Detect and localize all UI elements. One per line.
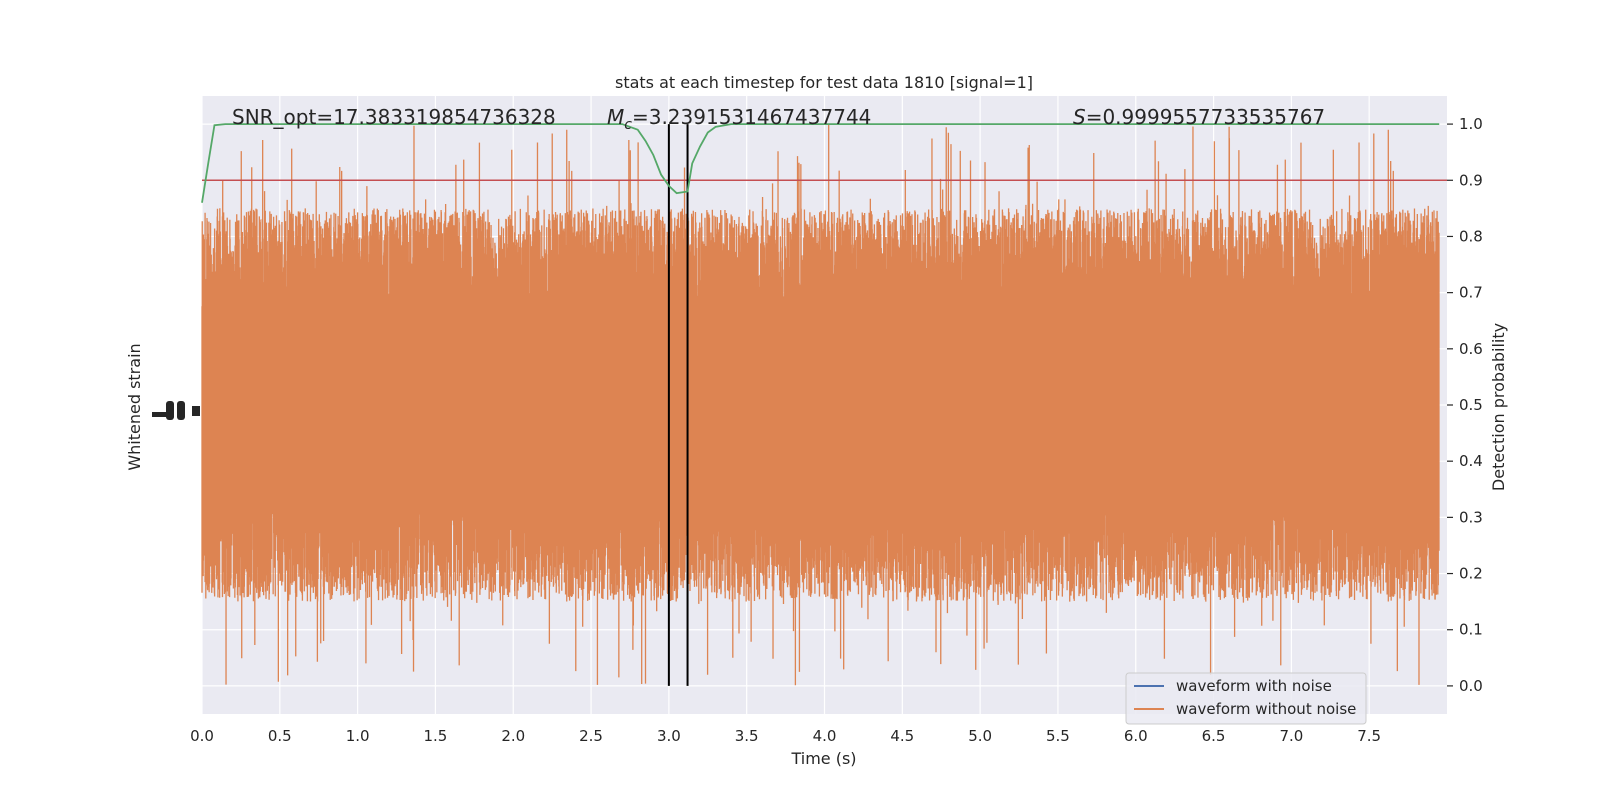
x-tick-label: 7.5 — [1357, 727, 1381, 745]
significance-annotation: S=0.9999557733535767 — [1073, 105, 1325, 129]
x-tick-label: 4.5 — [890, 727, 914, 745]
chirp-mass-annotation: Mc=3.2391531467437744 — [607, 105, 871, 133]
x-tick-label: 6.5 — [1202, 727, 1226, 745]
x-tick-label: 7.0 — [1279, 727, 1303, 745]
detection-probability-line — [201, 123, 1440, 203]
x-tick-label: 6.0 — [1124, 727, 1148, 745]
x-tick-label: 0.0 — [190, 727, 214, 745]
right-y-tick-label: 0.2 — [1459, 565, 1483, 583]
right-y-tick-label: 0.1 — [1459, 621, 1483, 639]
x-axis-title: Time (s) — [790, 749, 856, 768]
left-tick-artifact — [152, 401, 200, 420]
right-y-tick-label: 0.5 — [1459, 396, 1483, 414]
event-vlines — [667, 124, 689, 686]
right-y-tick-label: 1.0 — [1459, 115, 1483, 133]
legend-label-with-noise: waveform with noise — [1176, 677, 1332, 695]
x-tick-label: 5.5 — [1046, 727, 1070, 745]
x-tick-label: 2.0 — [501, 727, 525, 745]
waveform-without-noise-series — [201, 124, 1440, 686]
chart-title: stats at each timestep for test data 181… — [615, 73, 1033, 92]
left-y-axis-title: Whitened strain — [125, 343, 144, 470]
x-tick-labels: 0.0 0.5 1.0 1.5 2.0 2.5 3.0 3.5 4.0 4.5 5.0 5.5 6.0 6… — [190, 727, 1381, 745]
x-tick-label: 3.5 — [735, 727, 759, 745]
legend-box — [1125, 672, 1367, 725]
x-tick-label: 1.5 — [424, 727, 448, 745]
right-y-tick-label: 0.4 — [1459, 452, 1483, 470]
legend: waveform with noise waveform without noi… — [1125, 672, 1367, 725]
right-y-tick-label: 0.3 — [1459, 508, 1483, 526]
snr-annotation: SNR_opt=17.383319854736328 — [232, 105, 556, 129]
x-tick-label: 0.5 — [268, 727, 292, 745]
right-y-tick-label: 0.8 — [1459, 227, 1483, 245]
x-tick-label: 1.0 — [346, 727, 370, 745]
x-tick-label: 3.0 — [657, 727, 681, 745]
x-tick-label: 2.5 — [579, 727, 603, 745]
right-y-tick-label: 0.9 — [1459, 171, 1483, 189]
x-tick-label: 5.0 — [968, 727, 992, 745]
detection-probability-series — [201, 123, 1440, 203]
x-tick-label: 4.0 — [813, 727, 837, 745]
legend-label-without-noise: waveform without noise — [1176, 700, 1356, 718]
right-y-tick-labels: 0.0 0.1 0.2 0.3 0.4 0.5 0.6 0.7 0.8 0.9 1.0 — [1447, 115, 1483, 695]
right-y-tick-label: 0.7 — [1459, 284, 1483, 302]
right-y-tick-label: 0.6 — [1459, 340, 1483, 358]
right-y-tick-label: 0.0 — [1459, 677, 1483, 695]
waveform-without-noise-line — [201, 124, 1440, 686]
right-y-axis-title: Detection probability — [1489, 323, 1508, 491]
